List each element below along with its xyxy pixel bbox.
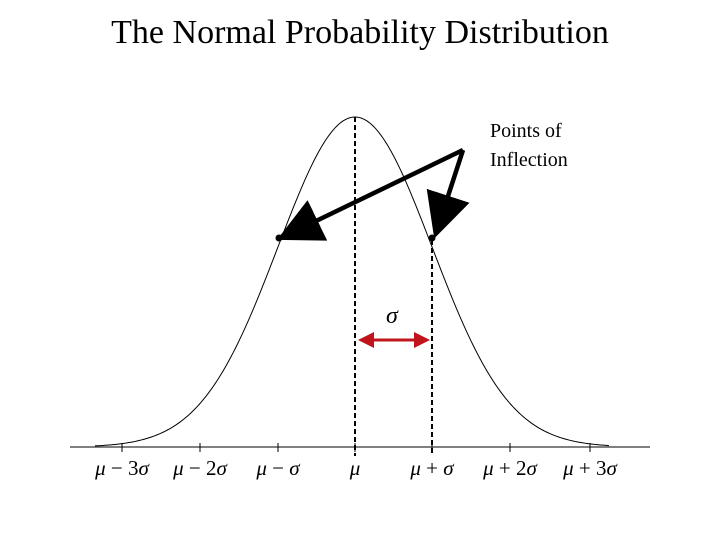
tick-label: μ + 3σ [562,456,618,480]
sigma-width-arrow [358,332,430,348]
tick-label: μ + 2σ [482,456,538,480]
inflection-point-right [428,234,436,242]
tick-labels: μ − 3σ μ − 2σ μ − σ μ μ + σ μ + 2σ μ + 3σ [94,456,618,480]
arrow-to-right-inflection [426,149,470,239]
annotation-line-2: Inflection [490,149,568,171]
inflection-arrows [276,147,470,241]
inflection-point-left [275,234,283,242]
tick-label: μ + σ [409,456,455,480]
tick-label: μ − σ [255,456,301,480]
bell-curve [94,116,610,447]
arrow-to-left-inflection [276,147,464,241]
diagram-title: The Normal Probability Distribution [111,14,609,51]
tick-label: μ − 2σ [172,456,228,480]
sigma-label: σ [386,303,399,329]
annotation-line-1: Points of [490,120,562,142]
tick-label: μ [349,456,361,480]
tick-label: μ − 3σ [94,456,150,480]
